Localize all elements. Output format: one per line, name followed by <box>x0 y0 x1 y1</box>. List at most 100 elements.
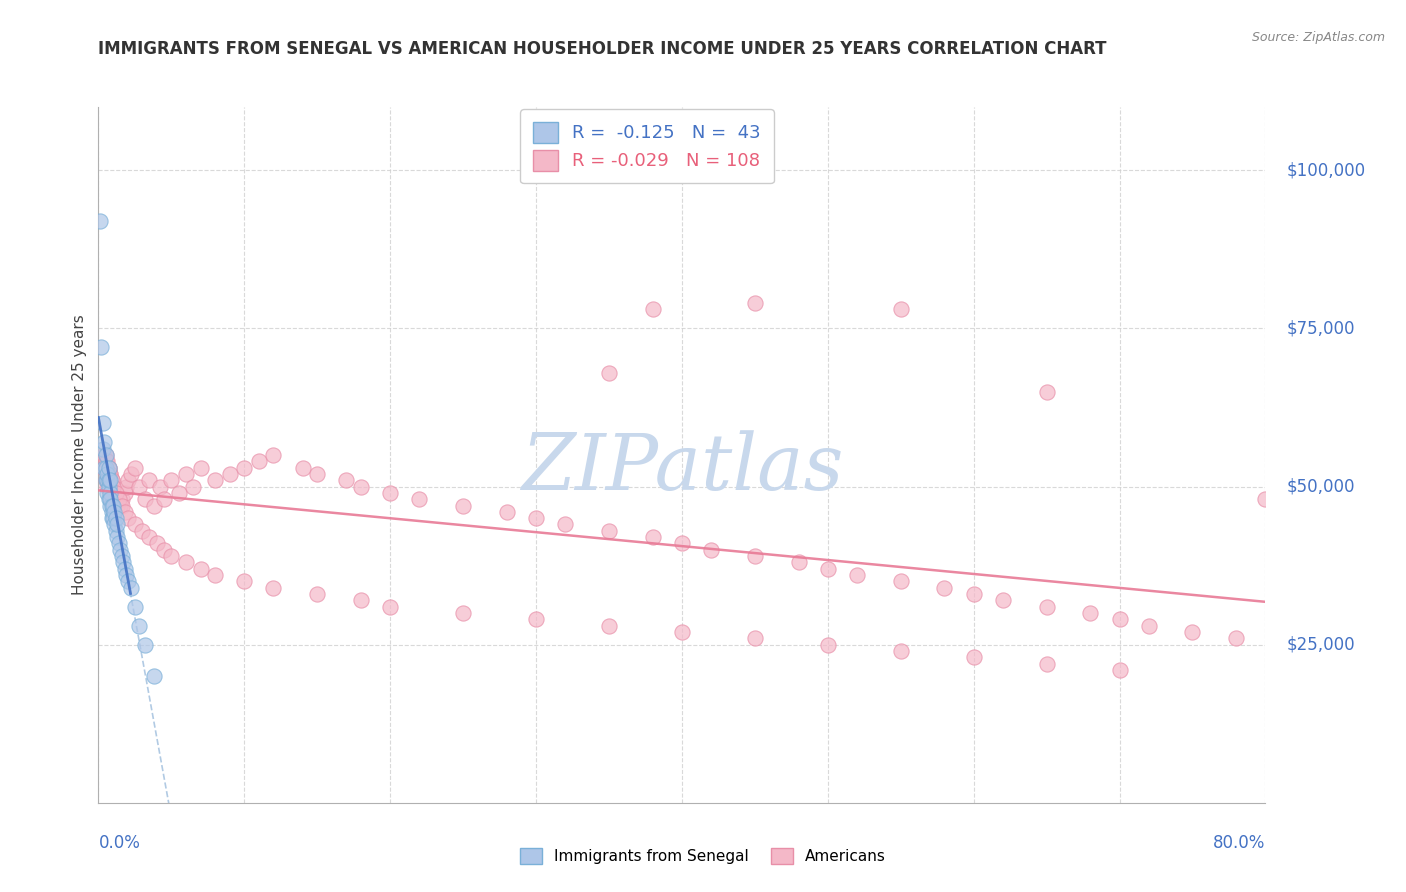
Point <box>98 467 121 481</box>
Point <box>94 460 117 475</box>
Point <box>115 568 138 582</box>
Point <box>134 492 156 507</box>
Point <box>1080 606 1102 620</box>
Point <box>1035 599 1057 614</box>
Point <box>94 473 117 487</box>
Point <box>110 542 132 557</box>
Point <box>96 486 118 500</box>
Point <box>98 467 121 481</box>
Point <box>671 536 693 550</box>
Point <box>991 593 1014 607</box>
Point <box>1108 663 1130 677</box>
Point <box>787 556 810 570</box>
Point <box>117 574 139 589</box>
Text: $50,000: $50,000 <box>1286 477 1355 496</box>
Point <box>262 581 284 595</box>
Point <box>104 486 127 500</box>
Point <box>408 492 430 507</box>
Point <box>598 618 620 632</box>
Point <box>641 302 664 317</box>
Point <box>117 511 139 525</box>
Point <box>101 499 124 513</box>
Point <box>100 511 122 525</box>
Point <box>350 479 373 493</box>
Point <box>101 511 124 525</box>
Point <box>104 524 127 538</box>
Point <box>97 492 120 507</box>
Point <box>97 479 120 493</box>
Point <box>1254 492 1277 507</box>
Point <box>98 499 121 513</box>
Point <box>98 492 121 507</box>
Point <box>131 524 153 538</box>
Point <box>100 473 122 487</box>
Point <box>554 517 576 532</box>
Point <box>890 302 912 317</box>
Point <box>378 599 402 614</box>
Point <box>124 599 146 614</box>
Point <box>94 448 117 462</box>
Point <box>100 505 122 519</box>
Point <box>350 593 373 607</box>
Point <box>94 454 117 468</box>
Point <box>890 644 912 658</box>
Point <box>451 499 474 513</box>
Point <box>524 511 547 525</box>
Point <box>97 460 120 475</box>
Point <box>307 587 329 601</box>
Point <box>204 568 226 582</box>
Point <box>103 517 125 532</box>
Text: Source: ZipAtlas.com: Source: ZipAtlas.com <box>1251 31 1385 45</box>
Point <box>1108 612 1130 626</box>
Point <box>495 505 517 519</box>
Point <box>138 530 160 544</box>
Point <box>128 618 150 632</box>
Point <box>962 587 984 601</box>
Legend: R =  -0.125   N =  43, R = -0.029   N = 108: R = -0.125 N = 43, R = -0.029 N = 108 <box>520 109 773 184</box>
Point <box>190 460 212 475</box>
Text: IMMIGRANTS FROM SENEGAL VS AMERICAN HOUSEHOLDER INCOME UNDER 25 YEARS CORRELATIO: IMMIGRANTS FROM SENEGAL VS AMERICAN HOUS… <box>98 40 1107 58</box>
Point <box>146 536 169 550</box>
Point <box>671 625 693 640</box>
Point <box>138 473 160 487</box>
Point <box>104 492 127 507</box>
Point <box>124 460 146 475</box>
Point <box>845 568 868 582</box>
Point <box>233 574 256 589</box>
Point <box>1181 625 1204 640</box>
Point <box>103 486 125 500</box>
Point <box>105 530 128 544</box>
Point <box>307 467 329 481</box>
Point <box>1225 632 1247 646</box>
Point <box>181 479 204 493</box>
Point <box>204 473 226 487</box>
Point <box>100 486 122 500</box>
Point <box>108 492 131 507</box>
Point <box>890 574 912 589</box>
Point <box>114 562 136 576</box>
Point <box>160 473 183 487</box>
Point <box>451 606 474 620</box>
Point <box>104 511 127 525</box>
Point <box>641 530 664 544</box>
Point <box>128 479 150 493</box>
Point <box>100 473 122 487</box>
Point <box>174 467 197 481</box>
Point <box>105 499 128 513</box>
Point <box>90 340 112 354</box>
Point <box>962 650 984 665</box>
Point <box>160 549 183 563</box>
Point <box>91 417 114 431</box>
Point <box>96 479 118 493</box>
Point <box>190 562 212 576</box>
Text: 0.0%: 0.0% <box>98 834 141 852</box>
Point <box>115 479 138 493</box>
Point <box>105 517 128 532</box>
Point <box>1137 618 1160 632</box>
Point <box>218 467 240 481</box>
Text: $100,000: $100,000 <box>1286 161 1365 179</box>
Point <box>134 638 156 652</box>
Point <box>114 505 136 519</box>
Point <box>142 669 165 683</box>
Point <box>142 499 165 513</box>
